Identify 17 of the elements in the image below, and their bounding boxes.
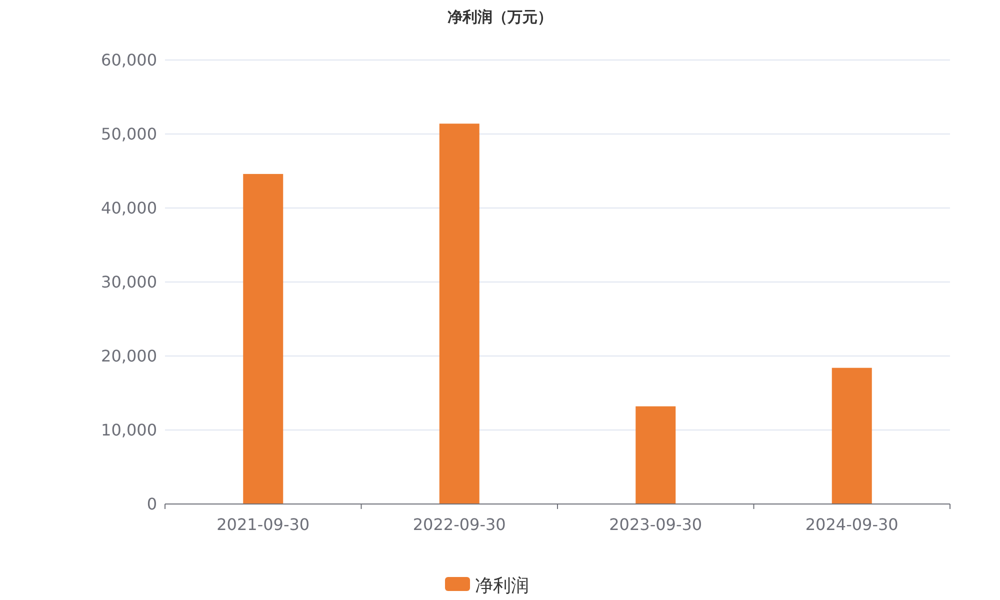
y-tick-label: 10,000 <box>101 420 157 440</box>
x-tick-label: 2022-09-30 <box>412 515 506 534</box>
chart-title: 净利润（万元） <box>448 8 552 26</box>
y-tick-label: 0 <box>146 494 157 514</box>
x-tick-label: 2023-09-30 <box>609 515 702 534</box>
bar <box>832 368 872 504</box>
y-tick-label: 50,000 <box>101 124 157 144</box>
bar <box>439 124 480 504</box>
y-tick-label: 40,000 <box>101 198 157 218</box>
legend-label: 净利润 <box>475 575 529 596</box>
bar <box>243 174 284 504</box>
x-tick-label: 2021-09-30 <box>216 515 310 534</box>
bar <box>636 406 676 504</box>
x-tick-label: 2024-09-30 <box>805 515 898 534</box>
y-tick-label: 30,000 <box>101 272 157 292</box>
y-tick-label: 60,000 <box>101 50 157 70</box>
y-tick-label: 20,000 <box>101 346 157 366</box>
